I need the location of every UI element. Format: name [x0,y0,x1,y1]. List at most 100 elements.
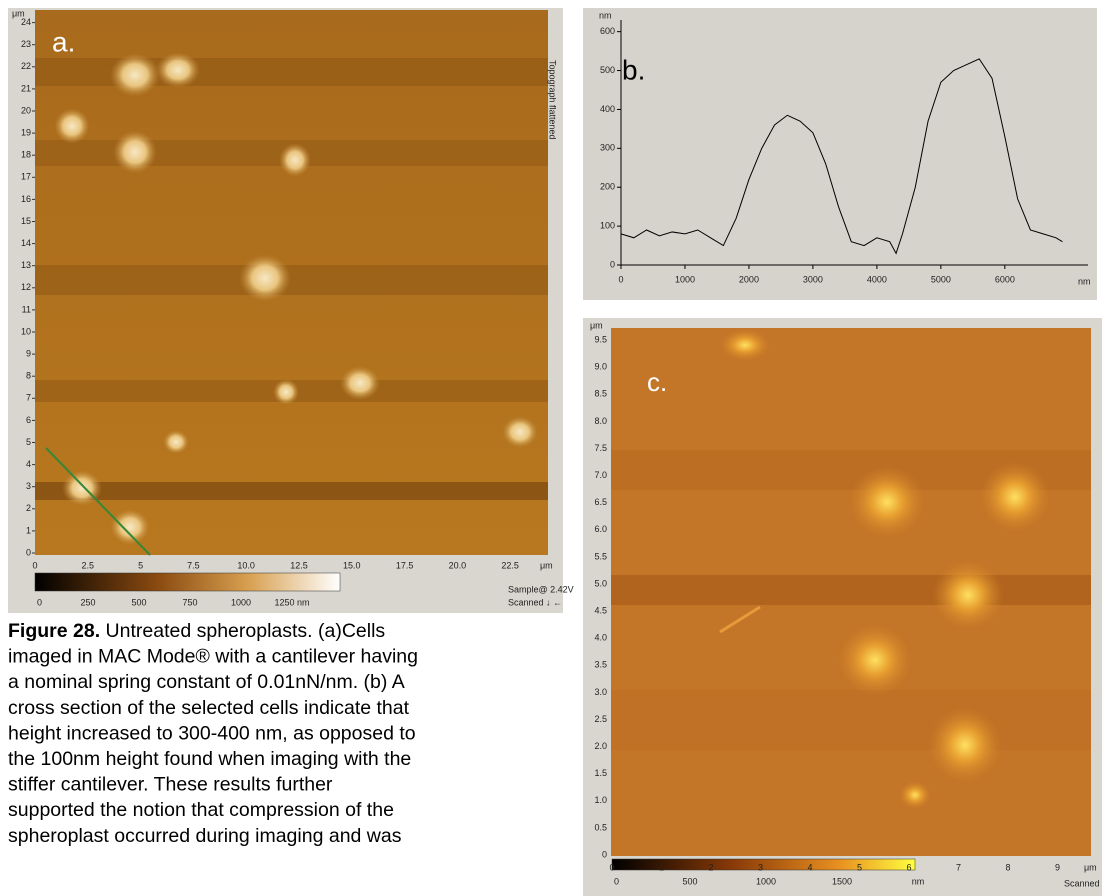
y-tick-label: 3 [26,481,31,491]
caption-text: the 100nm height found when imaging with… [8,748,411,770]
y-tick-label: 22 [21,61,31,71]
y-tick-label: 12 [21,282,31,292]
y-tick-label: 10 [21,326,31,336]
caption-text: a nominal spring constant of 0.01nN/nm. … [8,671,405,693]
x-tick-label: 1 [659,862,664,872]
x-tick-label: 17.5 [396,560,414,570]
y-tick-label: 7.5 [594,443,607,453]
y-tick-label: 15 [21,216,31,226]
afm-features-c [611,329,1091,809]
y-tick-label: 4.0 [594,633,607,643]
y-unit: μm [590,320,603,330]
y-tick-label: 0 [610,259,615,269]
y-tick-label: 6 [26,415,31,425]
x-tick-label: 0 [618,274,623,284]
x-tick-label: 0 [609,862,614,872]
caption-text: height increased to 300-400 nm, as oppos… [8,723,416,745]
y-tick-label: 6.5 [594,497,607,507]
y-tick-label: 4.5 [594,605,607,615]
profile-line [620,58,1063,255]
x-tick-label: 7.5 [187,560,200,570]
y-tick-label: 100 [600,220,615,230]
caption-text: imaged in MAC Mode® with a cantilever ha… [8,646,418,668]
x-tick-label: 15.0 [343,560,361,570]
colorbar-label: 500 [131,597,146,607]
x-tick-label: 2000 [739,274,759,284]
y-tick-label: 9 [26,348,31,358]
y-tick-label: 6.0 [594,524,607,534]
colorbar-label: 500 [682,876,697,886]
y-tick-label: 8 [26,371,31,381]
y-tick-label: 7 [26,393,31,403]
y-tick-label: 7.0 [594,470,607,480]
x-unit: μm [540,560,553,570]
footer-text: Sample@ 2.42V [508,584,574,594]
y-tick-label: 11 [22,304,31,314]
y-tick-label: 16 [21,194,31,204]
y-tick-label: 9.0 [594,362,607,372]
panel-label: b. [622,54,645,85]
x-tick-label: 5000 [931,274,951,284]
y-tick-label: 1.5 [594,768,607,778]
x-tick-label: 22.5 [501,560,519,570]
panel-label: c. [647,367,667,397]
caption-line: stiffer cantilever. These results furthe… [8,774,333,796]
caption-text: cross section of the selected cells indi… [8,697,410,719]
x-unit: μm [1084,862,1097,872]
colorbar-label: 250 [80,597,95,607]
y-unit: μm [12,8,25,18]
x-tick-label: 8 [1005,862,1010,872]
y-tick-label: 4 [26,459,31,469]
x-axis-label: nm [1078,276,1091,286]
x-tick-label: 3000 [803,274,823,284]
x-tick-label: 6000 [995,274,1015,284]
caption-text: stiffer cantilever. These results furthe… [8,774,333,796]
x-tick-label: 9 [1055,862,1060,872]
colorbar-label: 750 [182,597,197,607]
afm-image-a [35,10,548,555]
y-tick-label: 600 [600,26,615,36]
colorbar-label: 0 [614,876,619,886]
afm-features-a [35,52,548,556]
x-tick-label: 5 [138,560,143,570]
y-tick-label: 1 [26,525,31,535]
x-tick-label: 6 [906,862,911,872]
y-tick-label: 400 [600,104,615,114]
y-tick-label: 8.0 [594,416,607,426]
y-tick-label: 0.5 [594,822,607,832]
colorbar-label: 1500 [832,876,852,886]
colorbar-label: nm [912,876,925,886]
x-tick-label: 2.5 [82,560,95,570]
caption-line: imaged in MAC Mode® with a cantilever ha… [8,646,418,668]
caption-text: supported the notion that compression of… [8,799,394,821]
caption-text: spheroplast occurred during imaging and … [8,825,402,847]
footer-text: Scanned ↓ ← [508,597,562,607]
y-tick-label: 17 [21,172,31,182]
colorbar-label: 1000 [231,597,251,607]
y-tick-label: 2 [26,503,31,513]
panel-b-frame [583,8,1097,300]
colorbar-label: 1000 [756,876,776,886]
colorbar-label: 0 [37,597,42,607]
y-tick-label: 5.5 [594,551,607,561]
y-tick-label: 14 [21,238,31,248]
y-tick-label: 9.5 [594,334,607,344]
footer-text: Scanned ↑ [1064,878,1102,888]
x-tick-label: 4000 [867,274,887,284]
y-tick-label: 19 [21,127,31,137]
y-tick-label: 1.0 [594,795,607,805]
caption-line: Figure 28. Untreated spheroplasts. (a)Ce… [8,620,385,642]
caption-line: cross section of the selected cells indi… [8,697,410,719]
caption-line: a nominal spring constant of 0.01nN/nm. … [8,671,405,693]
y-tick-label: 300 [600,143,615,153]
y-tick-label: 21 [21,83,31,93]
x-tick-label: 20.0 [449,560,467,570]
y-tick-label: 3.5 [594,660,607,670]
caption-line: supported the notion that compression of… [8,799,394,821]
y-tick-label: 500 [600,65,615,75]
x-tick-label: 12.5 [290,560,308,570]
y-tick-label: 24 [21,17,31,27]
colorbar-label: 1250 nm [274,597,309,607]
panel-label: a. [52,26,75,57]
